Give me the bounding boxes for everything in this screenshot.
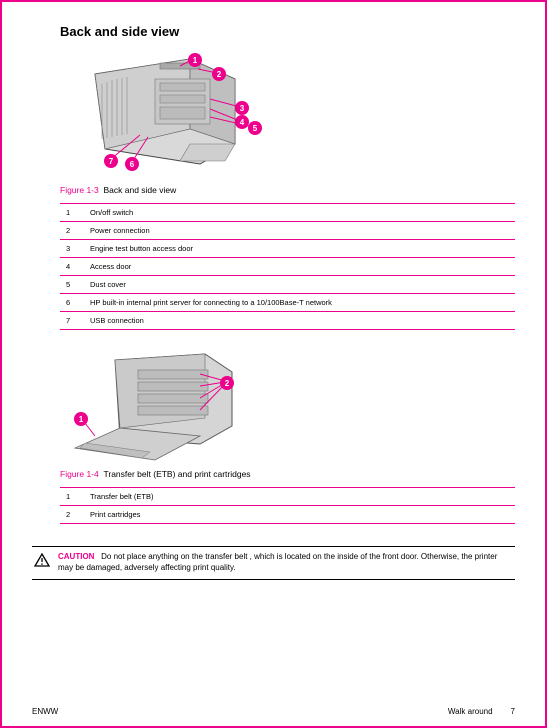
caution-body: Do not place anything on the transfer be… [58, 552, 497, 572]
printer-open-illustration [60, 348, 250, 463]
callout-5: 5 [248, 121, 262, 135]
callout-2: 2 [212, 67, 226, 81]
footer-left: ENWW [32, 707, 58, 716]
legend-desc: HP built-in internal print server for co… [84, 294, 515, 312]
figure-1-3-caption: Figure 1-3 Back and side view [60, 185, 515, 195]
footer-section: Walk around [448, 707, 493, 716]
figure-1-4-text: Transfer belt (ETB) and print cartridges [103, 469, 250, 479]
caution-box: CAUTION Do not place anything on the tra… [32, 546, 515, 580]
legend-num: 2 [60, 506, 84, 524]
legend-num: 7 [60, 312, 84, 330]
legend-num: 3 [60, 240, 84, 258]
caution-icon [34, 553, 50, 569]
legend-num: 1 [60, 204, 84, 222]
legend-num: 5 [60, 276, 84, 294]
legend-row: 1Transfer belt (ETB) [60, 488, 515, 506]
legend-desc: Dust cover [84, 276, 515, 294]
legend-table-1: 1On/off switch2Power connection3Engine t… [60, 203, 515, 330]
legend-row: 1On/off switch [60, 204, 515, 222]
legend-desc: Power connection [84, 222, 515, 240]
figure-1-3-label: Figure 1-3 [60, 185, 99, 195]
caution-text: CAUTION Do not place anything on the tra… [58, 552, 513, 574]
figure-1-4-caption: Figure 1-4 Transfer belt (ETB) and print… [60, 469, 515, 479]
figure-1-4-label: Figure 1-4 [60, 469, 99, 479]
legend-desc: USB connection [84, 312, 515, 330]
legend-row: 7USB connection [60, 312, 515, 330]
footer-page: 7 [511, 707, 515, 716]
legend-desc: Print cartridges [84, 506, 515, 524]
legend-row: 4Access door [60, 258, 515, 276]
callout-2: 2 [220, 376, 234, 390]
legend-num: 6 [60, 294, 84, 312]
callout-1: 1 [188, 53, 202, 67]
legend-desc: Access door [84, 258, 515, 276]
legend-row: 2Print cartridges [60, 506, 515, 524]
figure-1-3-text: Back and side view [103, 185, 176, 195]
page: Back and side view [0, 0, 547, 728]
legend-desc: Engine test button access door [84, 240, 515, 258]
legend-table-2: 1Transfer belt (ETB)2Print cartridges [60, 487, 515, 524]
caution-label: CAUTION [58, 552, 94, 561]
page-footer: ENWW Walk around 7 [32, 707, 515, 716]
legend-num: 4 [60, 258, 84, 276]
legend-row: 6HP built-in internal print server for c… [60, 294, 515, 312]
callout-4: 4 [235, 115, 249, 129]
legend-desc: On/off switch [84, 204, 515, 222]
callout-6: 6 [125, 157, 139, 171]
legend-row: 5Dust cover [60, 276, 515, 294]
legend-desc: Transfer belt (ETB) [84, 488, 515, 506]
legend-row: 2Power connection [60, 222, 515, 240]
legend-row: 3Engine test button access door [60, 240, 515, 258]
figure-1-4: 12 [60, 348, 250, 463]
figure-1-3: 12 345 67 [60, 49, 275, 179]
legend-num: 2 [60, 222, 84, 240]
callout-7: 7 [104, 154, 118, 168]
callout-1: 1 [74, 412, 88, 426]
callout-3: 3 [235, 101, 249, 115]
legend-num: 1 [60, 488, 84, 506]
section-title-1: Back and side view [60, 24, 515, 39]
